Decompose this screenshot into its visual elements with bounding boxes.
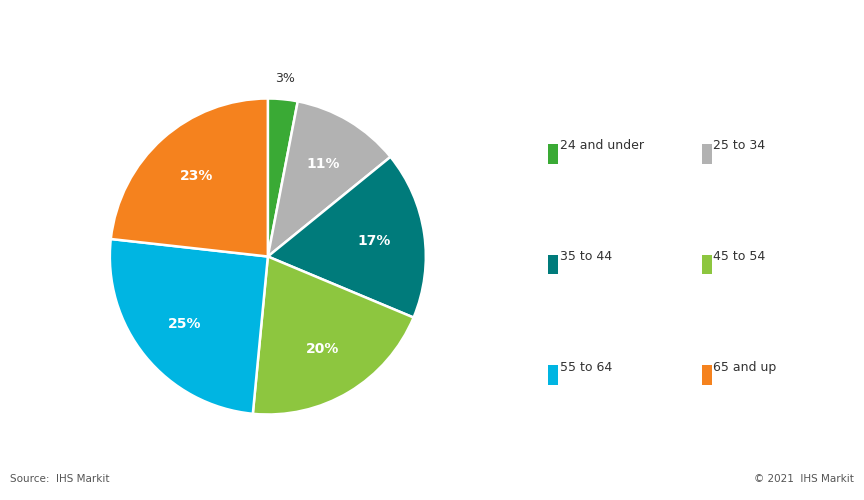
Text: Share of spending on food services, pre-pandemic (2019): Share of spending on food services, pre-… (10, 20, 488, 38)
Wedge shape (268, 157, 426, 318)
FancyBboxPatch shape (549, 144, 558, 164)
Text: 65 and up: 65 and up (714, 360, 777, 374)
Text: 45 to 54: 45 to 54 (714, 250, 766, 263)
Text: 25 to 34: 25 to 34 (714, 140, 766, 152)
Text: 25%: 25% (168, 317, 201, 331)
Wedge shape (268, 102, 391, 256)
FancyBboxPatch shape (702, 144, 712, 164)
Text: 20%: 20% (307, 342, 340, 355)
FancyBboxPatch shape (702, 254, 712, 274)
Wedge shape (110, 239, 268, 414)
Text: 11%: 11% (306, 158, 340, 172)
Text: 35 to 44: 35 to 44 (560, 250, 612, 263)
Text: 24 and under: 24 and under (560, 140, 644, 152)
Text: © 2021  IHS Markit: © 2021 IHS Markit (753, 474, 854, 484)
Text: Source:  IHS Markit: Source: IHS Markit (10, 474, 110, 484)
FancyBboxPatch shape (702, 366, 712, 385)
Wedge shape (111, 98, 268, 256)
FancyBboxPatch shape (549, 366, 558, 385)
Text: 55 to 64: 55 to 64 (560, 360, 613, 374)
Text: 17%: 17% (358, 234, 391, 248)
Text: 3%: 3% (275, 72, 295, 86)
Text: 23%: 23% (180, 170, 213, 183)
Wedge shape (268, 98, 298, 256)
Wedge shape (253, 256, 414, 414)
FancyBboxPatch shape (549, 254, 558, 274)
